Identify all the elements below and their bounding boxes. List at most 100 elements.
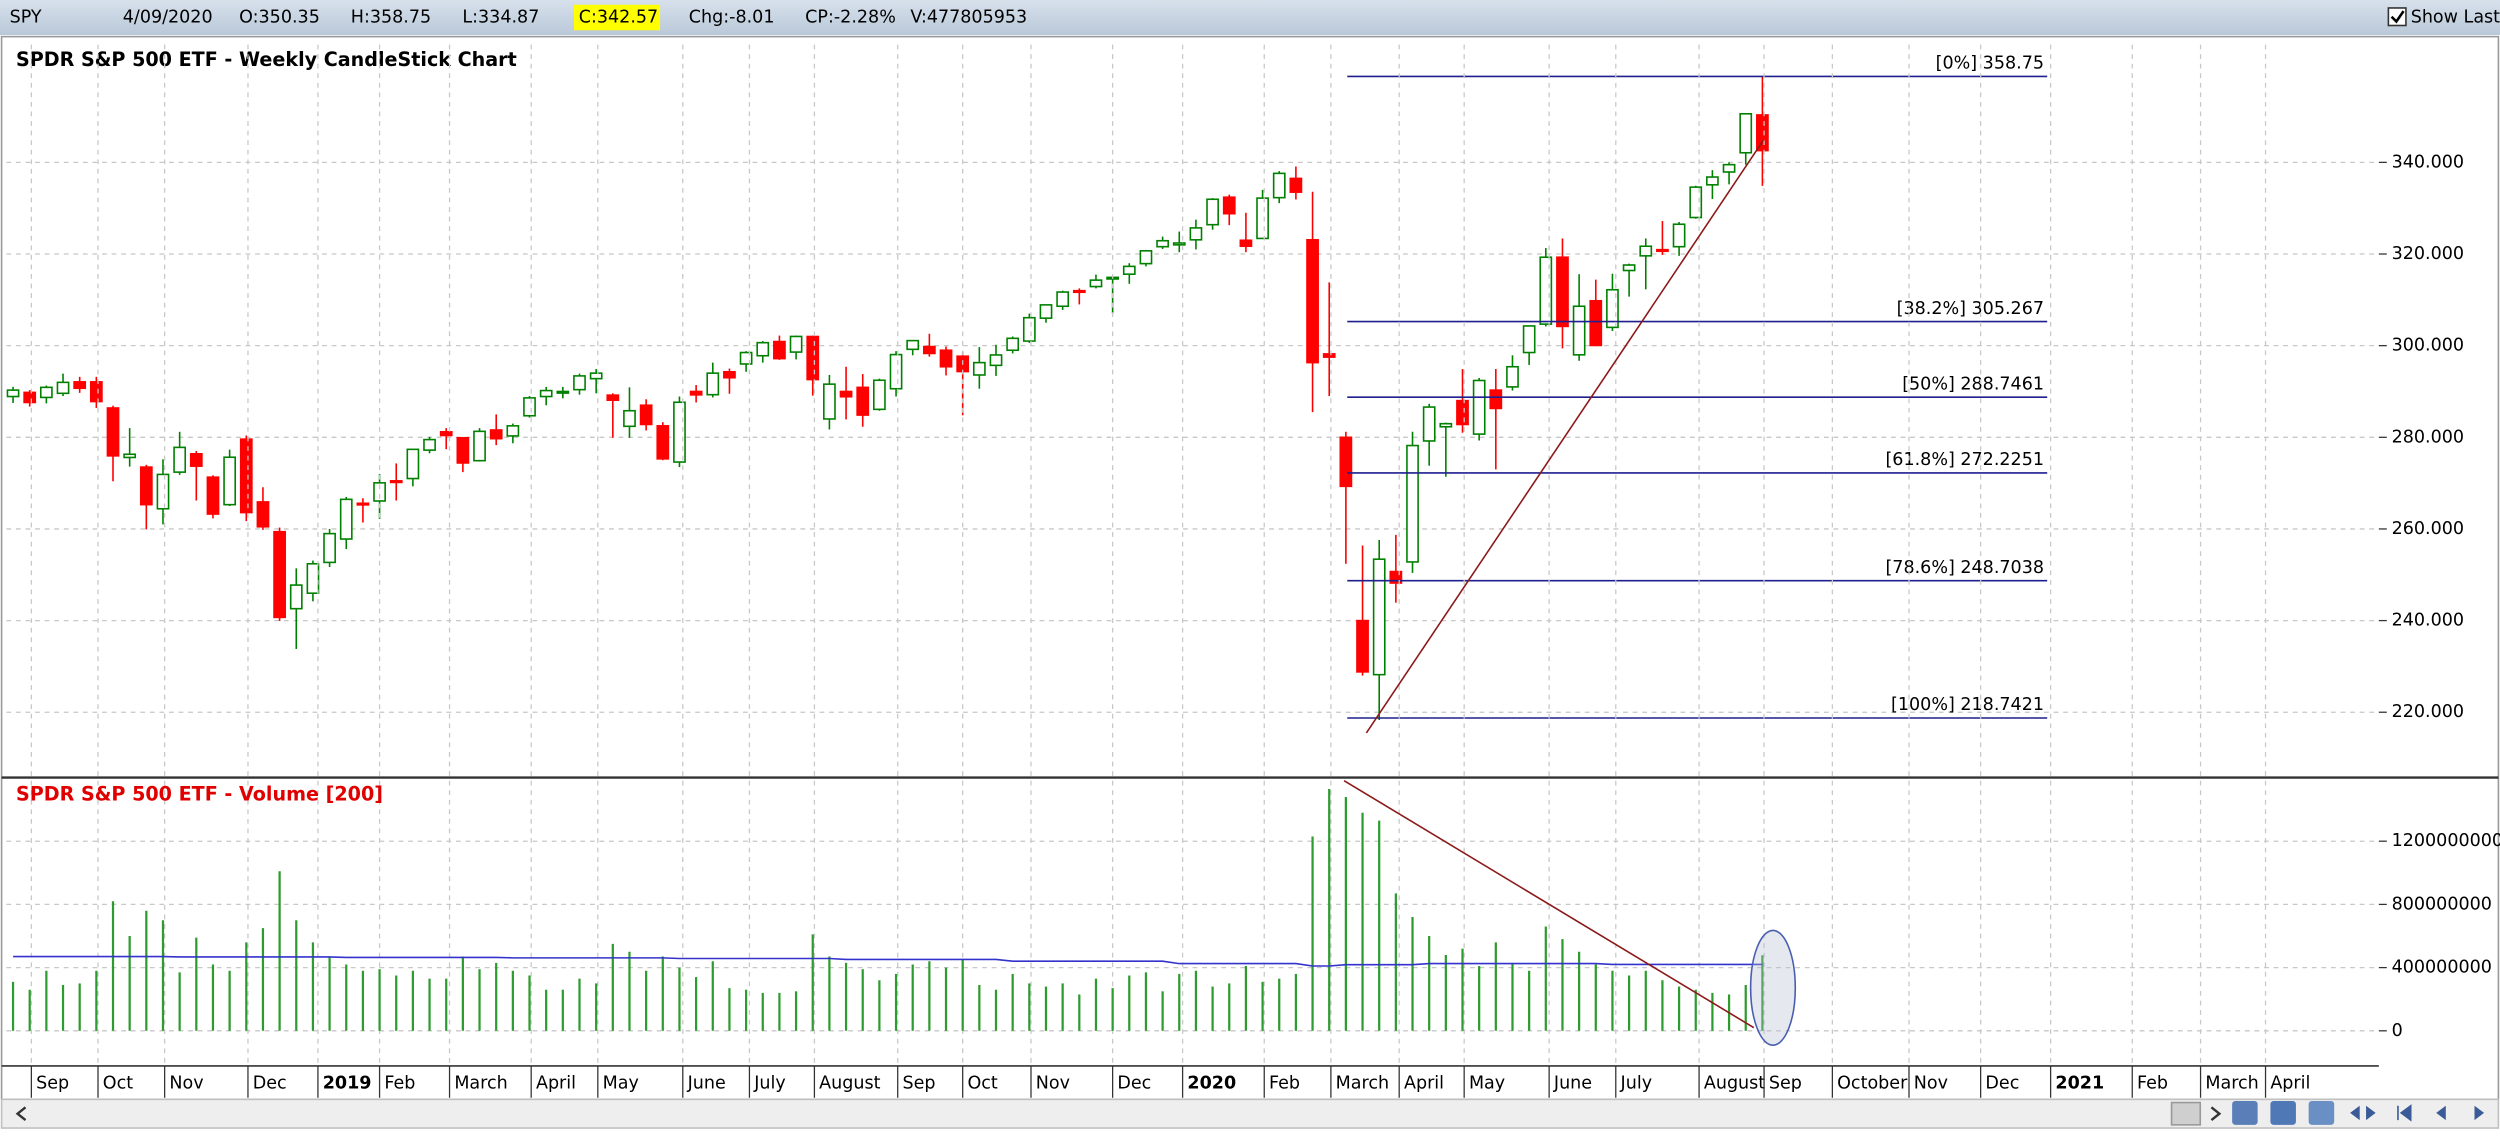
candle-body [173, 446, 187, 473]
candle-body [1306, 239, 1319, 364]
fib-label: [100%] 218.7421 [1891, 695, 2044, 715]
candle-body [1356, 619, 1369, 673]
candle-body [323, 532, 336, 564]
candle-body [1139, 250, 1153, 265]
candle-body [1439, 422, 1453, 428]
candle-body [89, 381, 103, 403]
candle-body [1006, 337, 1020, 352]
candle-body [1239, 239, 1253, 248]
x-tick-label: March [2205, 1073, 2258, 1093]
x-tick-label: Dec [253, 1073, 287, 1093]
x-tick-label: July [1620, 1073, 1653, 1093]
show-last-checkbox[interactable] [2387, 7, 2407, 27]
x-tick-label: August [819, 1073, 880, 1093]
scroll-left[interactable] [15, 1106, 27, 1122]
candle-body [473, 430, 486, 462]
candle-body [1689, 186, 1703, 219]
candle-body [1556, 256, 1569, 328]
prev-icon[interactable] [2436, 1105, 2446, 1121]
y-tick-label: 280.000 [2392, 427, 2464, 447]
check-mark [2390, 10, 2405, 24]
candle-body [689, 390, 703, 396]
fib-label: [78.6%] 248.7038 [1885, 558, 2044, 578]
candle-body [806, 335, 820, 381]
candle-body [56, 381, 70, 395]
candle-body [356, 502, 370, 506]
y-tick-label: 300.000 [2392, 336, 2464, 356]
candle-body [906, 339, 920, 351]
candle-body [756, 341, 770, 357]
candle-body [123, 453, 137, 459]
candle-body [922, 345, 936, 355]
x-tick-label: 2021 [2055, 1073, 2104, 1093]
zoom-icon[interactable] [2232, 1100, 2258, 1125]
low: L:334.87 [462, 8, 539, 28]
price-trend-line [1365, 139, 1765, 734]
candle-body [1389, 570, 1403, 584]
candle-body [1022, 316, 1036, 342]
candle-body [1272, 172, 1286, 199]
candle-body [1539, 256, 1553, 325]
first-icon[interactable] [2397, 1104, 2412, 1122]
volume-trend-line [1343, 780, 1755, 1029]
header-bar [0, 0, 2500, 36]
candle-body [423, 438, 436, 451]
change: Chg:-8.01 [689, 8, 775, 28]
candle-body [256, 501, 270, 528]
candle-body [1572, 305, 1586, 356]
x-tick-label: May [603, 1073, 639, 1093]
candle-body [1122, 265, 1136, 275]
y-tick-label: 400000000 [2392, 958, 2492, 978]
candle-body [406, 448, 420, 480]
candle-body [1339, 436, 1353, 488]
volume-highlight-ellipse [1749, 929, 1797, 1046]
candle-body [1256, 197, 1269, 240]
candle-body [739, 351, 753, 365]
candle-body [1656, 248, 1669, 253]
candle-body [1589, 299, 1603, 347]
x-tick-label: April [536, 1073, 576, 1093]
plot-layer: 220.000 240.000 260.000 280.000 300.000 320.0… [6, 44, 2500, 1098]
next-icon[interactable] [2474, 1105, 2485, 1121]
x-tick-label: Feb [384, 1073, 415, 1093]
x-tick-label: Sep [902, 1073, 935, 1093]
x-tick-label: 2020 [1187, 1073, 1236, 1093]
x-tick-label: Dec [1985, 1073, 2019, 1093]
candle-body [1706, 176, 1719, 186]
x-tick-label: July [753, 1073, 786, 1093]
candle-body [1422, 406, 1436, 442]
settings-icon[interactable] [2308, 1100, 2335, 1125]
candle-body [6, 389, 20, 398]
x-tick-label: April [1404, 1073, 1444, 1093]
fib-label: [0%] 358.75 [1936, 54, 2044, 74]
candle-body [1472, 379, 1486, 435]
candle-body [889, 353, 903, 390]
scroll-right[interactable] [2210, 1106, 2222, 1122]
scrollbar[interactable] [0, 1098, 2500, 1129]
candle-body [623, 409, 636, 428]
candle-body [1489, 389, 1503, 410]
candle-body [1739, 113, 1753, 154]
candle-body [1756, 114, 1769, 152]
refresh-icon[interactable] [2270, 1100, 2296, 1125]
date: 4/09/2020 [123, 8, 213, 28]
fit-icon[interactable] [2350, 1105, 2376, 1121]
scroll-thumb[interactable] [2170, 1101, 2202, 1126]
candle-body [1372, 558, 1386, 676]
x-tick-label: Dec [1117, 1073, 1151, 1093]
y-tick-label: 220.000 [2392, 702, 2464, 722]
x-tick-label: April [2270, 1073, 2310, 1093]
y-tick-label: 1200000000 [2392, 831, 2500, 851]
candle-body [723, 370, 736, 379]
candle-body [972, 361, 986, 376]
x-tick-label: 2019 [323, 1073, 372, 1093]
candle-body [773, 340, 786, 360]
candle-body [939, 349, 953, 368]
candle-body [839, 390, 853, 398]
fib-label: [61.8%] 272.2251 [1885, 450, 2044, 470]
show-last-label[interactable]: Show Last [2411, 8, 2500, 28]
candle-body [1639, 245, 1653, 257]
